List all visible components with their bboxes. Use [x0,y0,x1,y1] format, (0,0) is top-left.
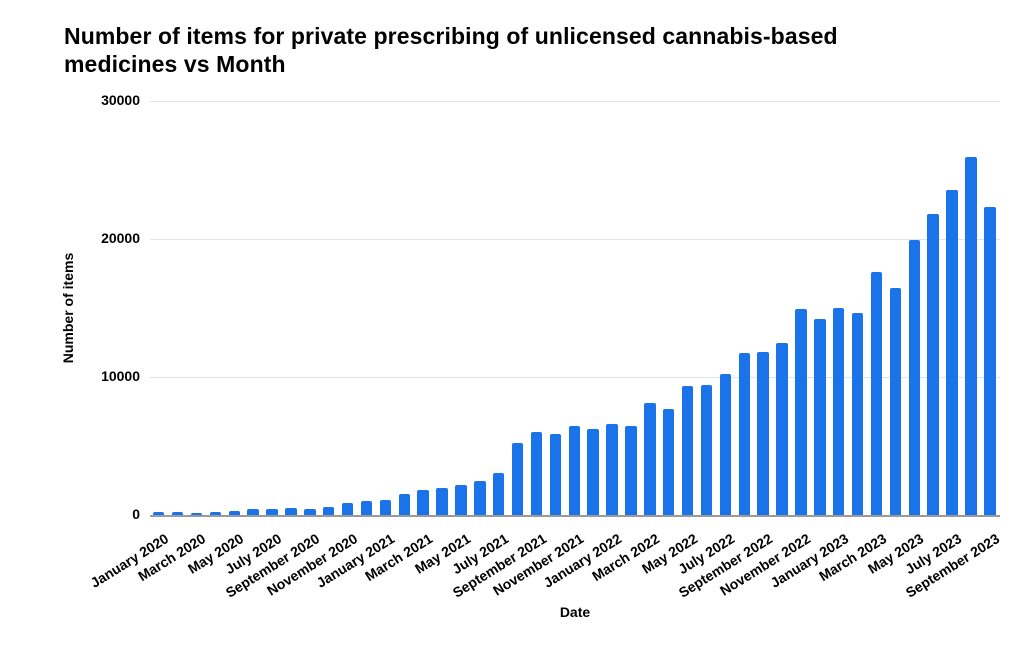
bar-may-2022 [681,385,694,515]
bar-december-2022 [814,318,826,515]
y-tick-label-30000: 30000 [101,92,140,108]
bar-september-2021 [530,432,543,515]
plot-area: 0 10000 20000 30000 January 2020 March 2020 Ma… [87,92,1002,601]
bar-november-2021 [568,426,580,515]
bar-october-2020 [323,506,335,515]
bar-april-2022 [663,409,675,515]
bar-march-2023 [870,271,883,515]
bar-august-2021 [511,443,524,515]
bar-may-2020 [228,511,240,515]
bar-september-2023 [984,207,996,515]
bar-april-2021 [436,488,448,515]
bar-april-2023 [889,287,902,515]
bar-october-2021 [549,433,562,515]
y-tick-label-0: 0 [132,506,140,522]
bar-july-2020 [266,509,278,515]
bar-november-2020 [341,503,354,515]
bar-march-2022 [644,402,656,515]
bar-february-2023 [851,312,864,515]
bar-may-2021 [455,484,467,515]
chart-title-line-1: Number of items for private prescribing … [64,23,838,49]
bar-july-2021 [493,473,505,515]
y-axis-title: Number of items [60,252,76,364]
gridline-20000 [150,238,1000,240]
bar-december-2020 [360,501,373,515]
chart-title-line-2: medicines vs Month [64,51,286,78]
bar-march-2021 [417,489,429,515]
bar-december-2021 [587,429,599,515]
bar-september-2020 [304,508,316,515]
bar-august-2023 [965,157,977,515]
bar-january-2023 [833,307,845,515]
gridline-10000 [150,376,1000,378]
bar-october-2022 [776,342,788,515]
bar-february-2020 [171,512,184,515]
chart-title: Number of items for private prescribing … [64,22,964,78]
bar-june-2023 [927,214,939,515]
bar-june-2022 [700,385,713,515]
bar-june-2021 [474,481,486,515]
y-tick-label-10000: 10000 [101,368,140,384]
bar-august-2022 [738,352,750,515]
bar-august-2020 [285,508,297,515]
bar-january-2022 [606,423,618,515]
bar-january-2021 [379,500,392,515]
bar-july-2022 [719,373,732,515]
bar-june-2020 [247,509,259,515]
x-axis-title: Date [559,604,591,620]
y-tick-label-20000: 20000 [101,230,140,246]
bar-february-2021 [398,494,410,515]
bar-february-2022 [625,426,637,515]
bar-april-2020 [209,512,222,515]
bar-march-2020 [190,512,203,515]
bar-january-2020 [153,512,165,515]
bar-september-2022 [757,351,769,515]
bar-november-2022 [795,309,807,515]
bar-july-2023 [946,189,958,515]
bar-may-2023 [908,240,920,515]
gridline-30000 [150,100,1000,102]
